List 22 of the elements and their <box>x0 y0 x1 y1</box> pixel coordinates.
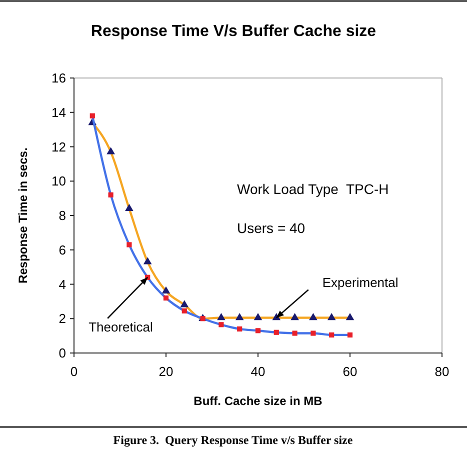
series-label: Theoretical <box>88 319 154 334</box>
y-tick-label: 12 <box>52 139 66 154</box>
caption: Figure 3. Query Response Time v/s Buffer size <box>113 433 354 447</box>
y-tick-label: 2 <box>58 311 66 326</box>
y-tick-label: 16 <box>52 70 66 86</box>
annotation: Work Load Type TPC-H <box>237 181 389 197</box>
x-tick-label: 0 <box>70 364 78 379</box>
series-label: Experimental <box>322 274 398 290</box>
x-tick-label: 80 <box>434 364 450 379</box>
chart-title: Response Time V/s Buffer Cache size <box>90 23 376 40</box>
y-tick-label: 14 <box>52 104 66 120</box>
x-axis-title: Buff. Cache size in MB <box>194 394 323 408</box>
y-tick-label: 8 <box>58 208 66 224</box>
y-axis-title: Response Time in secs. <box>16 148 30 284</box>
y-tick-label: 6 <box>58 242 66 258</box>
y-tick-label: 0 <box>58 346 66 361</box>
x-tick-label: 40 <box>250 364 266 379</box>
annotation: Users = 40 <box>237 220 306 236</box>
x-tick-label: 20 <box>158 364 174 379</box>
y-tick-label: 10 <box>52 174 66 189</box>
x-tick-label: 60 <box>342 364 358 379</box>
y-tick-label: 4 <box>58 276 66 292</box>
